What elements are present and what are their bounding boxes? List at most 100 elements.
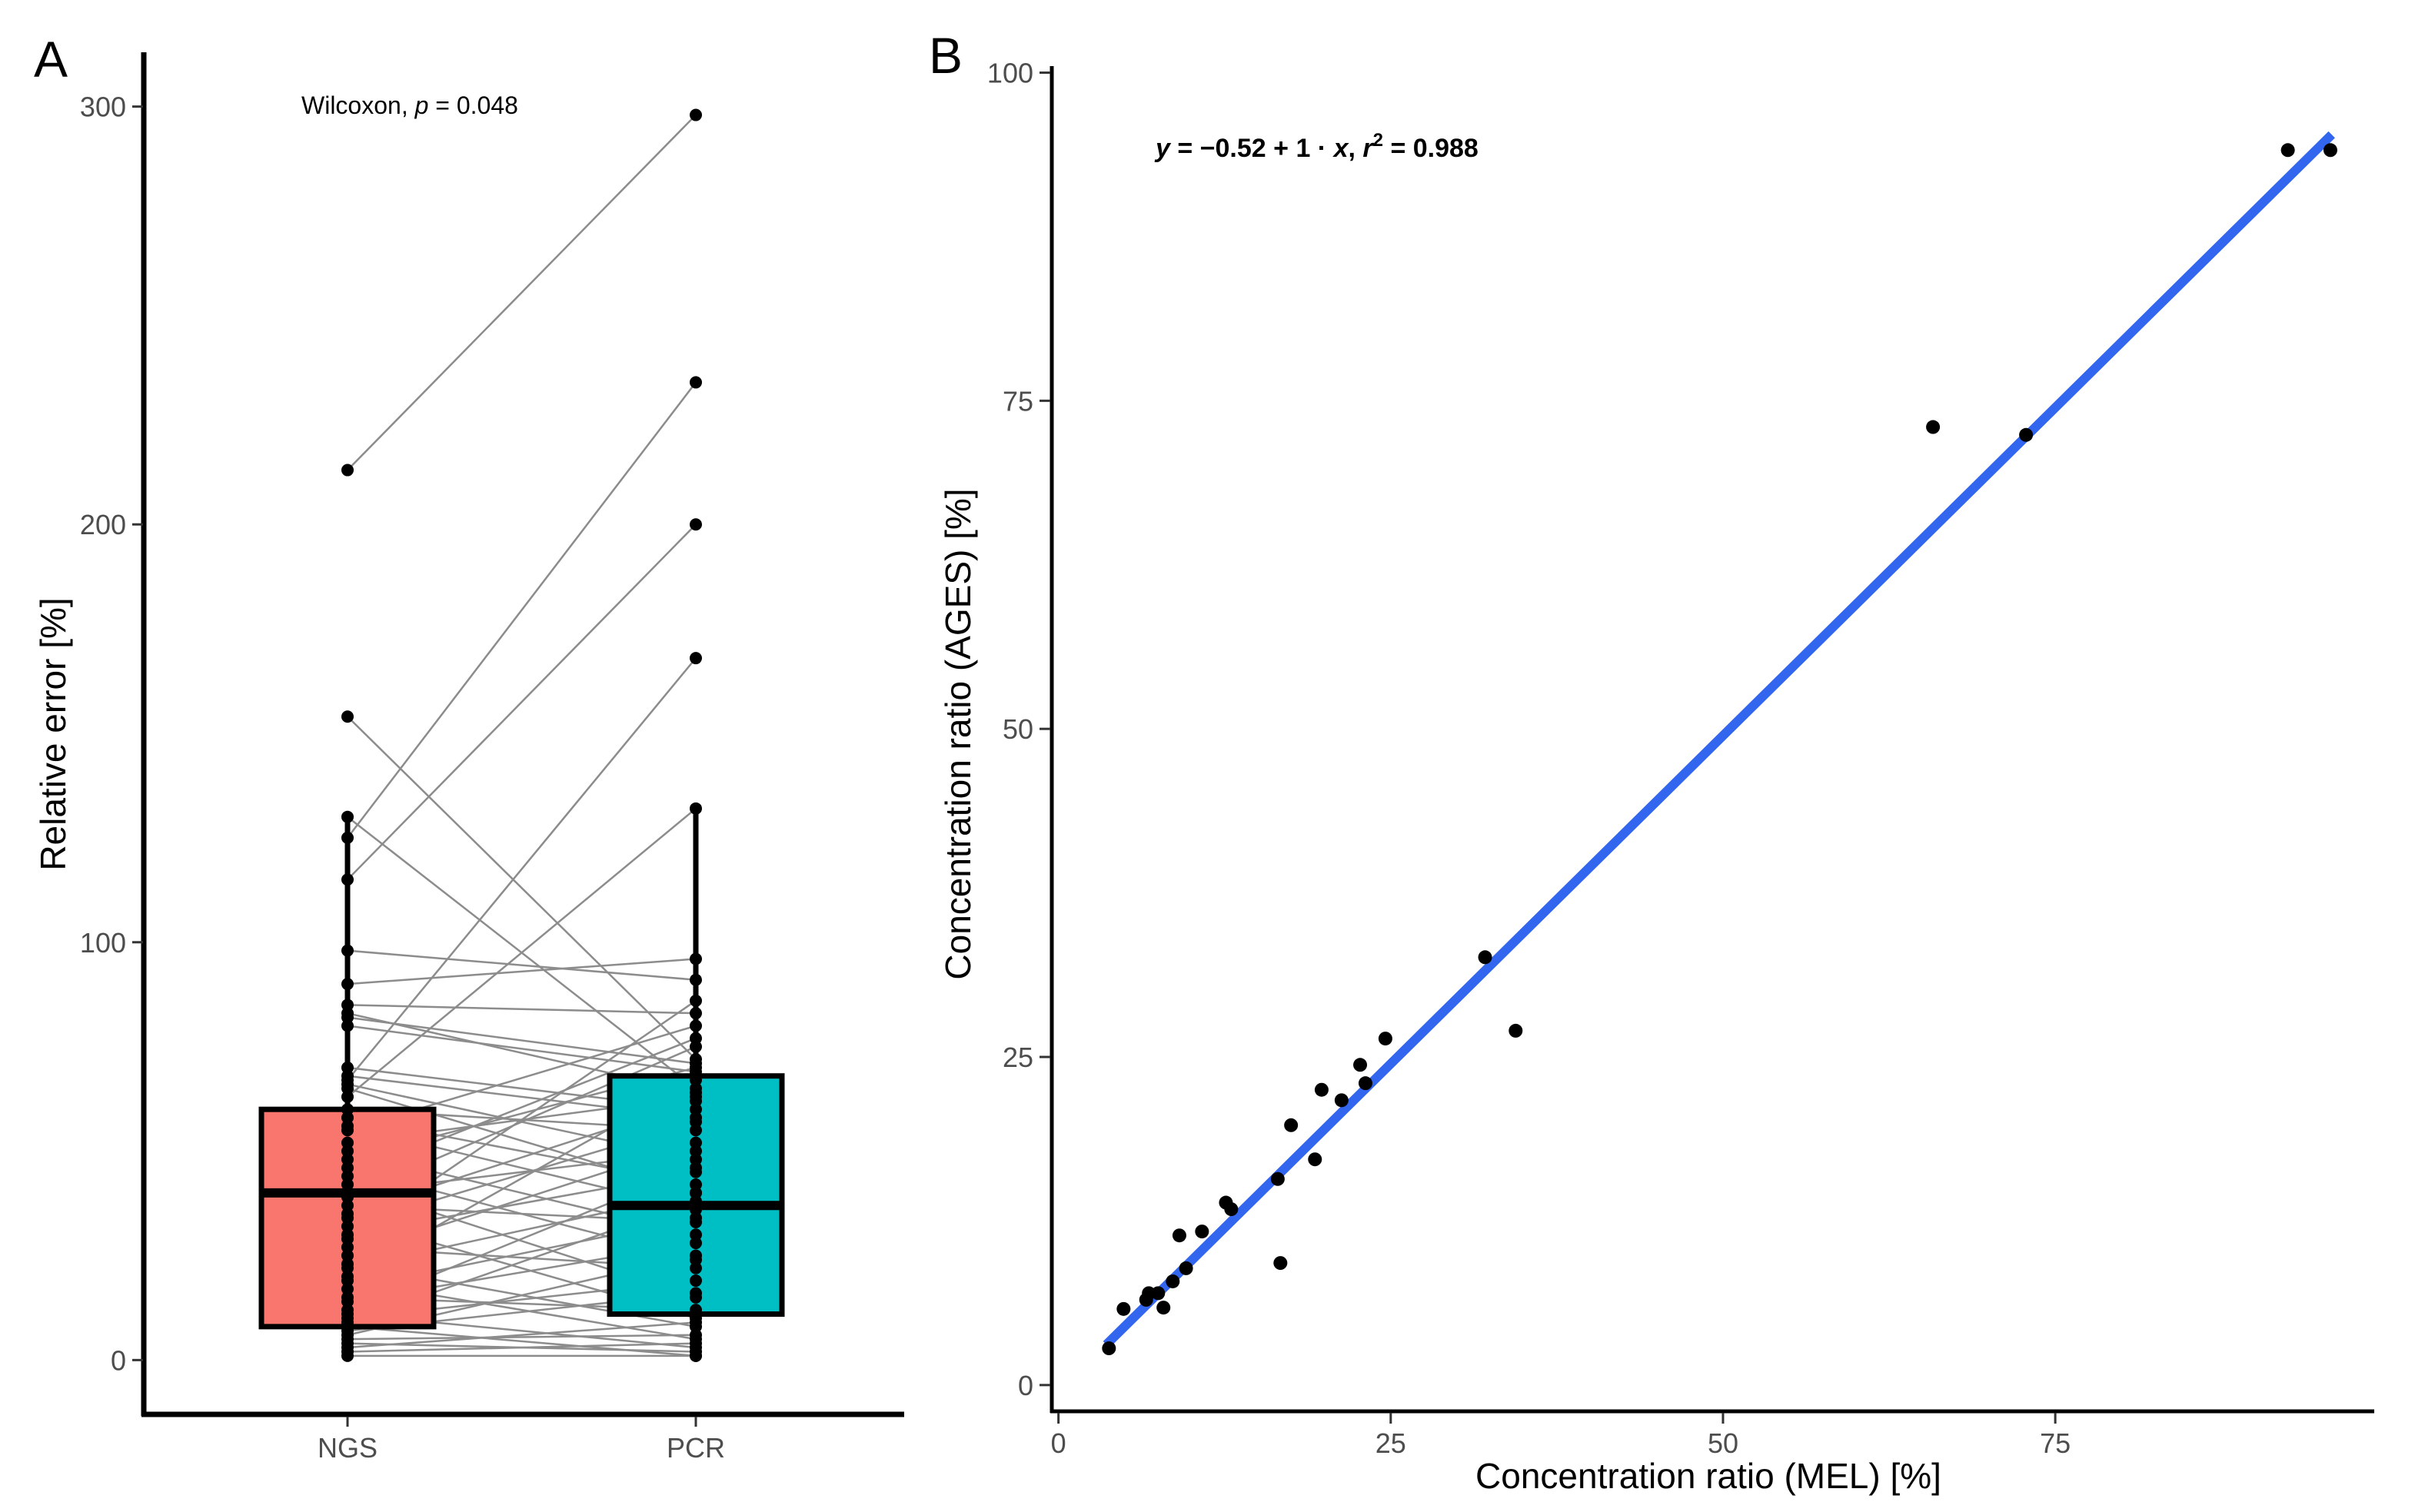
point-pcr-49 xyxy=(690,1287,702,1300)
scatter-point-18 xyxy=(1353,1058,1368,1072)
x-axis-title: Concentration ratio (MEL) [%] xyxy=(1475,1456,1941,1496)
y-tick-label-100: 100 xyxy=(80,927,126,959)
scatter-point-25 xyxy=(2280,143,2295,158)
pair-line-9 xyxy=(347,1016,697,1065)
point-pcr-13 xyxy=(690,652,702,665)
scatter-point-13 xyxy=(1273,1256,1288,1271)
y-tick-label-25: 25 xyxy=(1003,1042,1033,1073)
y-tick-label-75: 75 xyxy=(1003,385,1033,417)
point-pcr-46 xyxy=(690,1274,702,1288)
pair-line-6 xyxy=(347,958,697,985)
y-axis-title: Relative error [%] xyxy=(33,597,73,870)
pair-line-13 xyxy=(347,657,697,1081)
scatter-point-11 xyxy=(1224,1202,1239,1217)
point-pcr-41 xyxy=(690,1211,702,1225)
x-axis-ticks: NGS PCR xyxy=(318,1417,725,1464)
point-ngs-2 xyxy=(341,810,354,823)
data-points xyxy=(341,108,702,1362)
point-ngs-5 xyxy=(341,944,354,957)
point-pcr-4 xyxy=(690,518,702,531)
panel-b-letter: B xyxy=(929,27,963,84)
pair-line-10 xyxy=(347,1025,697,1073)
point-pcr-16 xyxy=(690,802,702,815)
point-pcr-7 xyxy=(690,1007,702,1020)
scatter-point-8 xyxy=(1179,1261,1193,1275)
x-tick-label-PCR: PCR xyxy=(667,1432,725,1464)
point-ngs-20 xyxy=(341,1124,354,1137)
point-ngs-10 xyxy=(341,1019,354,1032)
x-tick-label-75: 75 xyxy=(2040,1427,2071,1459)
point-ngs-3 xyxy=(341,831,354,844)
point-pcr-47 xyxy=(690,1195,702,1208)
point-pcr-42 xyxy=(690,1304,702,1317)
pair-line-16 xyxy=(347,807,697,1098)
point-pcr-55 xyxy=(690,1349,702,1362)
pair-line-54 xyxy=(347,1342,697,1353)
point-pcr-28 xyxy=(690,1040,702,1053)
point-pcr-50 xyxy=(690,1249,702,1262)
scatter-point-16 xyxy=(1314,1082,1329,1097)
point-pcr-23 xyxy=(690,1061,702,1074)
scatter-point-0 xyxy=(1102,1341,1116,1356)
pair-line-4 xyxy=(347,523,697,881)
scatter-point-15 xyxy=(1308,1152,1322,1167)
y-tick-label-300: 300 xyxy=(80,91,126,123)
pair-line-5 xyxy=(347,949,697,981)
pair-line-3 xyxy=(347,381,697,839)
point-pcr-3 xyxy=(690,376,702,389)
x-axis-ticks: 0 25 50 75 xyxy=(1051,1413,2071,1459)
point-ngs-6 xyxy=(341,978,354,991)
y-axis-ticks: 0 25 50 75 100 xyxy=(987,58,1050,1401)
point-pcr-43 xyxy=(690,1237,702,1250)
wilcoxon-annotation: Wilcoxon, p = 0.048 xyxy=(301,91,518,119)
scatter-point-22 xyxy=(1509,1023,1523,1038)
test-name: Wilcoxon, xyxy=(301,91,408,119)
point-ngs-0 xyxy=(341,464,354,477)
y-tick-label-0: 0 xyxy=(111,1344,126,1376)
panel-b: B 0 25 50 75 100 0 25 50 75 Concentration ratio… xyxy=(929,27,2374,1496)
panel-a: A 0 100 200 300 NGS PCR Relative error [%] W… xyxy=(33,31,904,1464)
y-tick-label-200: 200 xyxy=(80,509,126,540)
scatter-point-17 xyxy=(1334,1093,1349,1108)
y-axis-title: Concentration ratio (AGES) [%] xyxy=(938,488,978,979)
point-pcr-5 xyxy=(690,973,702,986)
scatter-point-23 xyxy=(1926,420,1941,434)
scatter-point-14 xyxy=(1284,1118,1299,1132)
pair-line-51 xyxy=(347,1334,697,1341)
scatter-point-20 xyxy=(1378,1032,1392,1046)
y-tick-label-0: 0 xyxy=(1018,1370,1033,1401)
p-symbol: p xyxy=(414,91,429,119)
y-axis-ticks: 0 100 200 300 xyxy=(80,91,143,1376)
boxplots xyxy=(258,808,785,1361)
scatter-point-7 xyxy=(1172,1228,1186,1243)
point-pcr-6 xyxy=(690,952,702,965)
point-pcr-20 xyxy=(690,1019,702,1032)
pair-line-7 xyxy=(347,1004,697,1015)
x-tick-label-0: 0 xyxy=(1051,1427,1066,1459)
scatter-point-26 xyxy=(2323,143,2337,158)
x-tick-label-NGS: NGS xyxy=(318,1432,378,1464)
regression-equation: y = −0.52 + 1 · x, r2 = 0.988 xyxy=(1154,130,1479,163)
pair-line-0 xyxy=(347,114,697,471)
scatter-point-19 xyxy=(1358,1076,1372,1091)
x-tick-label-25: 25 xyxy=(1375,1427,1406,1459)
point-pcr-39 xyxy=(690,1074,702,1087)
point-pcr-0 xyxy=(690,108,702,121)
scatter-point-5 xyxy=(1156,1301,1171,1315)
point-pcr-44 xyxy=(690,1161,702,1175)
point-pcr-32 xyxy=(690,1115,702,1128)
point-pcr-30 xyxy=(690,1095,702,1108)
point-pcr-54 xyxy=(690,1337,702,1350)
point-pcr-35 xyxy=(690,1261,702,1274)
point-pcr-34 xyxy=(690,994,702,1007)
x-tick-label-50: 50 xyxy=(1708,1427,1738,1459)
regression-line xyxy=(1103,131,2335,1348)
scatter-point-4 xyxy=(1151,1286,1166,1301)
panel-a-letter: A xyxy=(34,31,68,88)
data-points xyxy=(1102,143,2337,1356)
point-ngs-16 xyxy=(341,1090,354,1103)
point-ngs-55 xyxy=(341,1349,354,1362)
y-tick-label-50: 50 xyxy=(1003,713,1033,745)
point-pcr-36 xyxy=(690,1136,702,1149)
